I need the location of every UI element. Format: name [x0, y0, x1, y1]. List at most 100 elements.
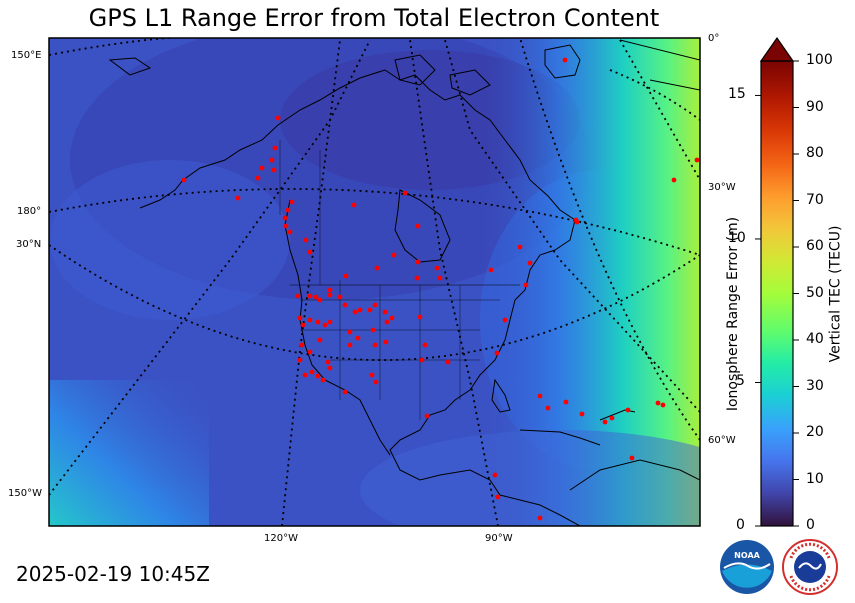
station-dot — [517, 244, 523, 250]
station-dot — [523, 282, 529, 288]
station-dot — [342, 389, 348, 395]
station-dot — [313, 294, 319, 300]
station-dot — [307, 317, 313, 323]
station-dot — [367, 307, 373, 313]
range-error-axis-label: Ionosphere Range Error (m) — [725, 216, 742, 412]
station-dot — [302, 372, 308, 378]
station-dot — [502, 317, 508, 323]
station-dot — [537, 515, 543, 521]
station-dot — [327, 319, 333, 325]
station-dot — [357, 307, 363, 313]
station-dot — [269, 157, 275, 163]
lon-label-30w: 30°W — [708, 182, 736, 193]
station-dot — [369, 372, 375, 378]
station-dot — [343, 273, 349, 279]
station-dot — [275, 115, 281, 121]
lon-label-0: 0° — [708, 33, 720, 44]
station-dot — [355, 335, 361, 341]
station-dot — [415, 223, 421, 229]
tec-tick-label: 60 — [806, 238, 824, 254]
station-dot — [373, 379, 379, 385]
colorbar — [755, 36, 799, 527]
station-dot — [562, 57, 568, 63]
tec-tick-label: 0 — [806, 517, 815, 533]
station-dot — [402, 190, 408, 196]
station-dot — [300, 322, 306, 328]
tec-tick-label: 30 — [806, 377, 824, 394]
station-dot — [492, 472, 498, 478]
station-dot — [389, 315, 395, 321]
range-tick-label: 5 — [736, 373, 745, 390]
station-dot — [391, 252, 397, 258]
station-dot — [322, 322, 328, 328]
tec-tick-label: 70 — [806, 191, 824, 208]
colorbar-gradient — [761, 61, 793, 526]
station-dot — [235, 195, 241, 201]
station-dot — [563, 399, 569, 405]
lon-label-150e: 150°E — [11, 50, 42, 61]
station-dot — [609, 415, 615, 421]
map-frame — [48, 37, 701, 527]
station-dot — [415, 259, 421, 265]
station-dot — [295, 293, 301, 299]
station-dot — [352, 309, 358, 315]
station-dot — [327, 365, 333, 371]
station-dot — [417, 314, 423, 320]
tec-tick-label: 50 — [806, 284, 824, 301]
station-dot — [325, 359, 331, 365]
station-dot — [434, 265, 440, 271]
station-dot — [297, 357, 303, 363]
tec-field — [49, 38, 700, 526]
coastlines — [108, 39, 700, 526]
station-dot — [289, 199, 295, 205]
range-tick-label: 15 — [728, 86, 746, 103]
station-dot — [370, 327, 376, 333]
station-dot — [327, 287, 333, 293]
station-dot — [272, 145, 278, 151]
lon-label-150w: 150°W — [8, 488, 42, 499]
station-dot — [445, 359, 451, 365]
station-dot — [297, 315, 303, 321]
lon-label-180: 180° — [17, 206, 42, 217]
station-dot — [307, 249, 313, 255]
station-dot — [282, 215, 288, 221]
station-dot — [271, 167, 277, 173]
station-dot — [337, 294, 343, 300]
station-dot — [303, 237, 309, 243]
station-dot — [545, 405, 551, 411]
graticule — [49, 38, 700, 526]
station-dot — [307, 293, 313, 299]
chart-title: GPS L1 Range Error from Total Electron C… — [88, 4, 660, 32]
range-tick-label: 10 — [728, 229, 746, 246]
station-dot — [327, 292, 333, 298]
station-dot — [384, 319, 390, 325]
station-dot — [574, 219, 580, 225]
svg-text:NOAA: NOAA — [734, 551, 760, 560]
noaa-logo: NOAA — [720, 540, 774, 594]
station-dot — [494, 350, 500, 356]
station-dot — [320, 377, 326, 383]
station-dot — [655, 400, 661, 406]
station-dot — [287, 229, 293, 235]
station-dot — [602, 419, 608, 425]
station-markers — [181, 57, 700, 521]
tec-tick-label: 90 — [806, 98, 824, 115]
station-dot — [383, 339, 389, 345]
station-dot — [372, 342, 378, 348]
station-dot — [660, 402, 666, 408]
station-dot — [317, 297, 323, 303]
station-dot — [625, 407, 631, 413]
tec-tick-label: 100 — [806, 52, 833, 68]
station-dot — [259, 165, 265, 171]
tec-axis-label: Vertical TEC (TECU) — [827, 225, 844, 363]
station-dot — [285, 207, 291, 213]
station-dot — [181, 177, 187, 183]
station-dot — [347, 342, 353, 348]
tec-tick-label: 10 — [806, 470, 824, 487]
timestamp: 2025-02-19 10:45Z — [16, 562, 210, 586]
station-dot — [315, 319, 321, 325]
station-dot — [671, 177, 677, 183]
station-dot — [419, 357, 425, 363]
station-dot — [309, 369, 315, 375]
